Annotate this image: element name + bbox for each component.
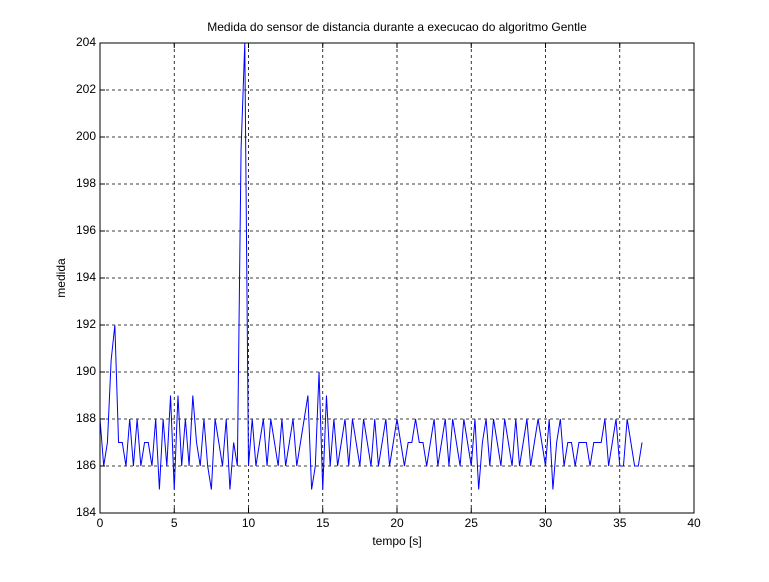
x-tick-label: 5	[171, 516, 178, 530]
x-tick-label: 40	[687, 516, 701, 530]
x-tick-label: 0	[97, 516, 104, 530]
x-tick-label: 10	[242, 516, 256, 530]
y-tick-label: 192	[76, 317, 96, 331]
y-tick-label: 196	[76, 223, 96, 237]
y-tick-label: 198	[76, 176, 96, 190]
x-tick-label: 35	[613, 516, 627, 530]
y-tick-label: 202	[76, 82, 96, 96]
y-tick-label: 190	[76, 364, 96, 378]
y-tick-label: 184	[76, 505, 96, 519]
chart-title: Medida do sensor de distancia durante a …	[207, 20, 587, 34]
y-tick-label: 186	[76, 458, 96, 472]
y-tick-label: 188	[76, 411, 96, 425]
y-tick-label: 200	[76, 129, 96, 143]
series	[100, 43, 643, 490]
data-line	[100, 43, 643, 490]
y-tick-label: 204	[76, 35, 96, 49]
x-tick-label: 30	[539, 516, 553, 530]
x-tick-label: 25	[465, 516, 479, 530]
x-axis-label: tempo [s]	[372, 534, 421, 548]
y-axis-label: medida	[54, 258, 68, 298]
y-tick-label: 194	[76, 270, 96, 284]
x-tick-label: 20	[390, 516, 404, 530]
x-tick-label: 15	[316, 516, 330, 530]
